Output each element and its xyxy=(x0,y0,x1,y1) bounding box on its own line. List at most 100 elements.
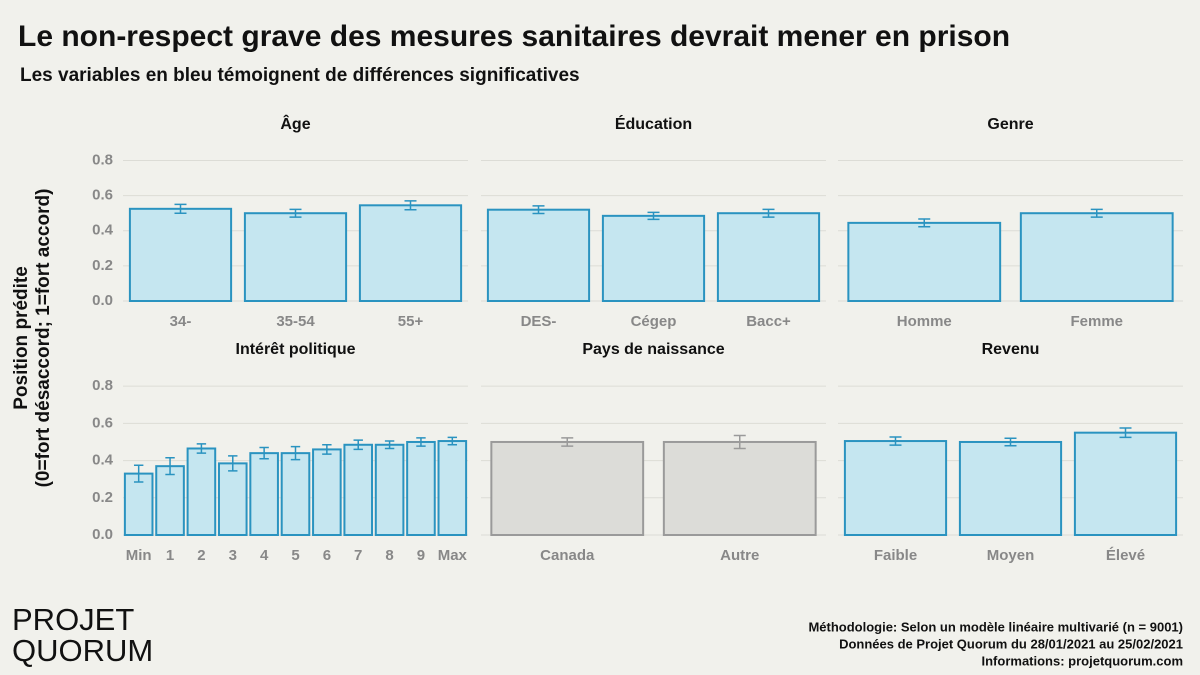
error-bar xyxy=(918,218,931,228)
bar xyxy=(490,440,645,536)
bar xyxy=(716,212,821,302)
error-bar xyxy=(174,203,187,214)
note: Informations: projetquorum.com xyxy=(982,653,1184,668)
y-tick-label: 0.6 xyxy=(92,414,113,431)
bar xyxy=(662,440,817,536)
x-tick-label: 1 xyxy=(166,547,174,564)
x-tick-label: 4 xyxy=(260,547,269,564)
bar xyxy=(217,462,248,537)
error-bar xyxy=(1090,208,1103,218)
error-bar xyxy=(228,455,238,472)
x-tick-label: 3 xyxy=(229,547,237,564)
bar xyxy=(1073,431,1178,536)
error-bar xyxy=(561,437,574,447)
panel-title: Revenu xyxy=(982,341,1040,358)
x-tick-label: 35-54 xyxy=(276,313,315,330)
y-tick-label: 0.8 xyxy=(92,377,113,394)
y-tick-label: 0.6 xyxy=(92,187,113,204)
x-tick-label: Canada xyxy=(540,547,595,564)
chart-subtitle: Les variables en bleu témoignent de diff… xyxy=(20,65,580,86)
panel-title: Éducation xyxy=(615,114,692,133)
bar xyxy=(847,221,1002,302)
x-tick-label: Max xyxy=(438,547,468,564)
bar xyxy=(243,212,348,302)
y-tick-label: 0.4 xyxy=(92,452,114,469)
error-bar xyxy=(290,445,301,461)
error-bar xyxy=(1119,427,1132,439)
error-bar xyxy=(1004,437,1017,447)
bar xyxy=(249,452,279,536)
error-bar xyxy=(353,439,363,451)
x-tick-label: Femme xyxy=(1070,313,1123,330)
bar xyxy=(958,440,1063,536)
error-bar xyxy=(762,208,775,218)
x-tick-label: Autre xyxy=(720,547,759,564)
panel-title: Intérêt politique xyxy=(236,341,356,358)
y-tick-label: 0.0 xyxy=(92,292,113,309)
logo: PROJET xyxy=(12,602,134,637)
bar xyxy=(437,440,468,536)
bar xyxy=(601,214,706,302)
note: Données de Projet Quorum du 28/01/2021 a… xyxy=(839,636,1183,651)
x-tick-label: 9 xyxy=(417,547,425,564)
error-bar xyxy=(447,436,458,446)
x-tick-label: Cégep xyxy=(631,313,677,330)
x-tick-label: 7 xyxy=(354,547,362,564)
panel-title: Pays de naissance xyxy=(582,341,724,358)
x-tick-label: 34- xyxy=(170,313,192,330)
x-tick-label: 6 xyxy=(323,547,331,564)
y-axis-label: Position prédite (0=fort désaccord; 1=fo… xyxy=(11,189,54,488)
bar xyxy=(358,204,463,302)
y-tick-label: 0.2 xyxy=(92,257,113,274)
panel-title: Genre xyxy=(987,116,1033,133)
error-bar xyxy=(133,464,144,483)
bar xyxy=(843,440,948,536)
error-bar xyxy=(647,211,660,221)
bar xyxy=(128,207,233,302)
x-tick-label: Élevé xyxy=(1106,547,1145,564)
y-label-line: Position prédite xyxy=(11,266,32,410)
y-tick-label: 0.0 xyxy=(92,526,113,543)
x-tick-label: Bacc+ xyxy=(746,313,791,330)
error-bar xyxy=(889,436,902,446)
error-bar xyxy=(416,437,426,447)
x-tick-label: 2 xyxy=(197,547,205,564)
x-tick-label: Moyen xyxy=(987,547,1035,564)
bar xyxy=(1019,212,1174,302)
chart-title: Le non-respect grave des mesures sanitai… xyxy=(18,20,1010,53)
bar xyxy=(280,452,311,536)
logo: QUORUM xyxy=(12,633,153,668)
x-tick-label: Homme xyxy=(897,313,952,330)
error-bar xyxy=(322,444,332,455)
bar xyxy=(406,440,436,536)
bar xyxy=(343,443,374,537)
error-bar xyxy=(196,443,207,454)
y-tick-label: 0.4 xyxy=(92,222,114,239)
bar xyxy=(374,443,405,537)
panel-title: Âge xyxy=(280,114,310,133)
error-bar xyxy=(532,205,545,215)
error-bar xyxy=(289,208,302,218)
error-bar xyxy=(165,457,175,476)
x-tick-label: Faible xyxy=(874,547,917,564)
y-label-line: (0=fort désaccord; 1=fort accord) xyxy=(33,189,54,488)
y-tick-label: 0.2 xyxy=(92,489,113,506)
x-tick-label: 5 xyxy=(291,547,299,564)
bar xyxy=(123,472,154,536)
bar xyxy=(186,447,217,536)
bar xyxy=(155,465,185,536)
note: Méthodologie: Selon un modèle linéaire m… xyxy=(808,619,1183,634)
error-bar xyxy=(733,434,746,450)
bar xyxy=(312,448,342,537)
error-bar xyxy=(404,200,417,211)
bar xyxy=(486,208,591,302)
x-tick-label: 8 xyxy=(385,547,393,564)
x-tick-label: Min xyxy=(126,547,152,564)
error-bar xyxy=(259,446,269,460)
x-tick-label: 55+ xyxy=(398,313,424,330)
x-tick-label: DES- xyxy=(521,313,557,330)
error-bar xyxy=(384,440,395,450)
y-tick-label: 0.8 xyxy=(92,152,113,169)
